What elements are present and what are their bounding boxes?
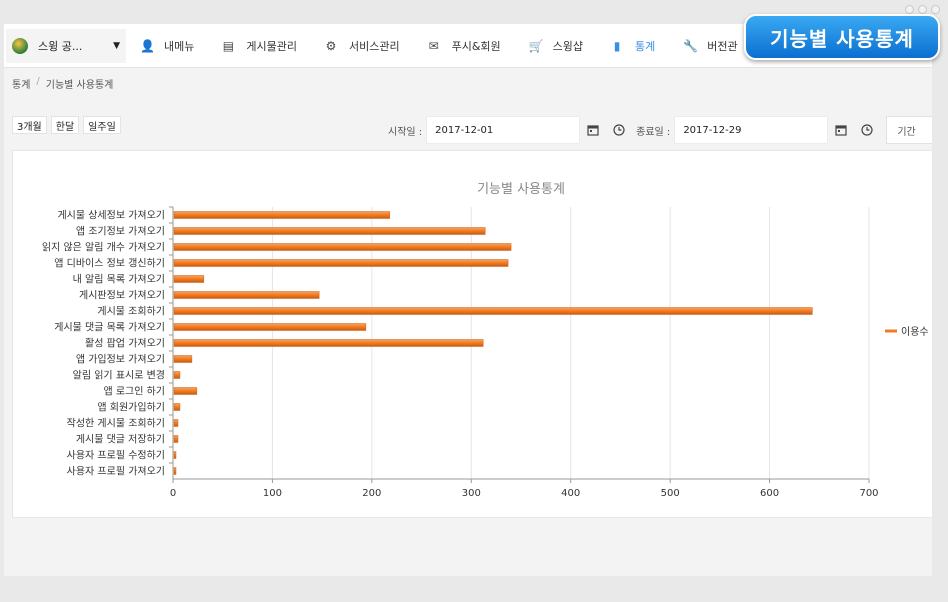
bar[interactable] (173, 307, 813, 315)
calendar-icon[interactable] (828, 116, 854, 144)
x-tick-label: 100 (263, 488, 282, 499)
nav-item-label: 서비스관리 (348, 39, 400, 53)
bar[interactable] (173, 339, 484, 347)
x-tick-label: 0 (170, 488, 176, 499)
y-tick-label: 앱 로그인 하기 (103, 385, 165, 398)
wrench-icon: 🔧 (683, 38, 699, 53)
period-button[interactable]: 기간 (886, 116, 932, 144)
chart-panel: 기능별 사용통계 0 100 200 300 400 500 600 700 게시물 상세정보 가… (12, 150, 932, 518)
bar[interactable] (173, 243, 512, 251)
y-tick-label: 게시판정보 가져오기 (79, 290, 165, 302)
y-tick-label: 사용자 프로필 가져오기 (67, 466, 165, 478)
bar[interactable] (173, 451, 177, 459)
nav-item-label: 푸시&회원 (451, 39, 501, 53)
x-tick-label: 700 (859, 488, 878, 499)
app-selector[interactable]: 스윙 공... ▼ (6, 28, 126, 63)
window-dot[interactable] (931, 5, 940, 14)
y-tick-label: 알림 읽기 표시로 변경 (73, 369, 165, 382)
window-dot[interactable] (905, 5, 914, 14)
nav-item-0[interactable]: 👤 내메뉴 (126, 24, 208, 68)
range-1-week-button[interactable]: 일주일 (83, 116, 121, 134)
x-tick-label: 200 (362, 488, 381, 499)
date-filter: 시작일 : 2017-12-01 종료일 : 2017-12-29 기간 (388, 116, 932, 144)
nav-item-2[interactable]: ⚙ 서비스관리 (311, 24, 414, 68)
range-3-months-button[interactable]: 3개월 (12, 116, 47, 134)
y-tick-label: 내 알림 목록 가져오기 (73, 274, 165, 286)
y-tick-label: 활성 팝업 가져오기 (85, 337, 165, 350)
bar[interactable] (173, 323, 367, 331)
nav-item-label: 버전관 (707, 39, 738, 53)
x-tick-label: 600 (760, 488, 779, 499)
y-tick-label: 게시물 댓글 저장하기 (76, 433, 165, 446)
y-tick-label: 읽지 않은 알림 개수 가져오기 (42, 241, 165, 254)
window-dot[interactable] (918, 5, 927, 14)
bar-chart: 기능별 사용통계 0 100 200 300 400 500 600 700 게시물 상세정보 가… (42, 182, 929, 499)
calendar-icon[interactable] (580, 116, 606, 144)
nav-item-label: 스윙샵 (552, 39, 584, 53)
y-tick-label: 앱 회원가입하기 (97, 401, 165, 414)
y-tick-label: 앱 디바이스 정보 갱신하기 (54, 257, 165, 270)
nav-item-3[interactable]: ✉ 푸시&회원 (414, 24, 515, 68)
bar-chart-icon: ▮ (613, 38, 621, 53)
chart-title: 기능별 사용통계 (477, 182, 565, 197)
bar[interactable] (173, 211, 391, 219)
bar[interactable] (173, 291, 320, 299)
y-tick-label: 작성한 게시물 조회하기 (67, 417, 165, 430)
breadcrumb-current: 기능별 사용통계 (45, 80, 114, 91)
app-window: 스윙 공... ▼ 👤 내메뉴 ▤ 게시물관리 ⚙ 서비스관리 ✉ 푸시&회원 🛒 스윙샵 ▮ 통계 🔧… (4, 24, 932, 576)
bar[interactable] (173, 355, 193, 363)
breadcrumb: 통계 / 기능별 사용통계 (12, 76, 113, 91)
app-logo (12, 37, 28, 54)
window-controls (905, 5, 940, 14)
caret-down-icon: ▼ (113, 40, 120, 51)
nav-menu: 👤 내메뉴 ▤ 게시물관리 ⚙ 서비스관리 ✉ 푸시&회원 🛒 스윙샵 ▮ 통계 🔧 버전관 (126, 24, 752, 68)
y-tick-label: 게시물 조회하기 (97, 305, 165, 318)
x-tick-label: 300 (462, 488, 481, 499)
app-name: 스윙 공... (38, 39, 83, 53)
bar[interactable] (173, 467, 177, 475)
bar[interactable] (173, 403, 181, 411)
start-date-input[interactable]: 2017-12-01 (426, 116, 581, 144)
end-date-input[interactable]: 2017-12-29 (674, 116, 829, 144)
nav-item-6[interactable]: 🔧 버전관 (669, 24, 751, 68)
envelope-icon: ✉ (428, 38, 439, 53)
nav-item-5[interactable]: ▮ 통계 (597, 24, 669, 68)
bar[interactable] (173, 387, 198, 395)
nav-item-1[interactable]: ▤ 게시물관리 (208, 24, 311, 68)
bar[interactable] (173, 259, 509, 267)
y-tick-label: 앱 조기정보 가져오기 (76, 226, 165, 238)
clock-icon[interactable] (854, 116, 880, 144)
y-tick-label: 게시물 댓글 목록 가져오기 (54, 322, 165, 334)
start-date-label: 시작일 : (388, 126, 423, 138)
bar[interactable] (173, 419, 179, 427)
end-date-label: 종료일 : (636, 126, 671, 138)
x-tick-label: 500 (661, 488, 680, 499)
range-buttons: 3개월 한달 일주일 (12, 116, 121, 134)
y-tick-label: 사용자 프로필 수정하기 (67, 449, 165, 462)
clock-icon[interactable] (606, 116, 632, 144)
bar[interactable] (173, 227, 486, 235)
bar[interactable] (173, 371, 181, 379)
bar[interactable] (173, 275, 205, 283)
breadcrumb-separator: / (36, 76, 40, 87)
nav-item-label: 내메뉴 (164, 39, 195, 53)
x-tick-label: 400 (561, 488, 580, 499)
nav-item-label: 게시물관리 (246, 39, 297, 53)
page-badge: 기능별 사용통계 (744, 14, 940, 60)
nav-item-4[interactable]: 🛒 스윙샵 (515, 24, 597, 68)
legend-label[interactable]: 이용수 (901, 326, 929, 338)
cart-icon: 🛒 (528, 38, 544, 53)
range-1-month-button[interactable]: 한달 (50, 116, 80, 134)
breadcrumb-parent[interactable]: 통계 (12, 80, 31, 91)
list-icon: ▤ (222, 38, 235, 53)
nav-item-label: 통계 (635, 39, 656, 53)
bar[interactable] (173, 435, 179, 443)
user-icon: 👤 (140, 38, 155, 53)
gear-icon: ⚙ (325, 38, 337, 53)
y-tick-label: 앱 가입정보 가져오기 (76, 353, 165, 366)
y-tick-label: 게시물 상세정보 가져오기 (57, 210, 165, 222)
